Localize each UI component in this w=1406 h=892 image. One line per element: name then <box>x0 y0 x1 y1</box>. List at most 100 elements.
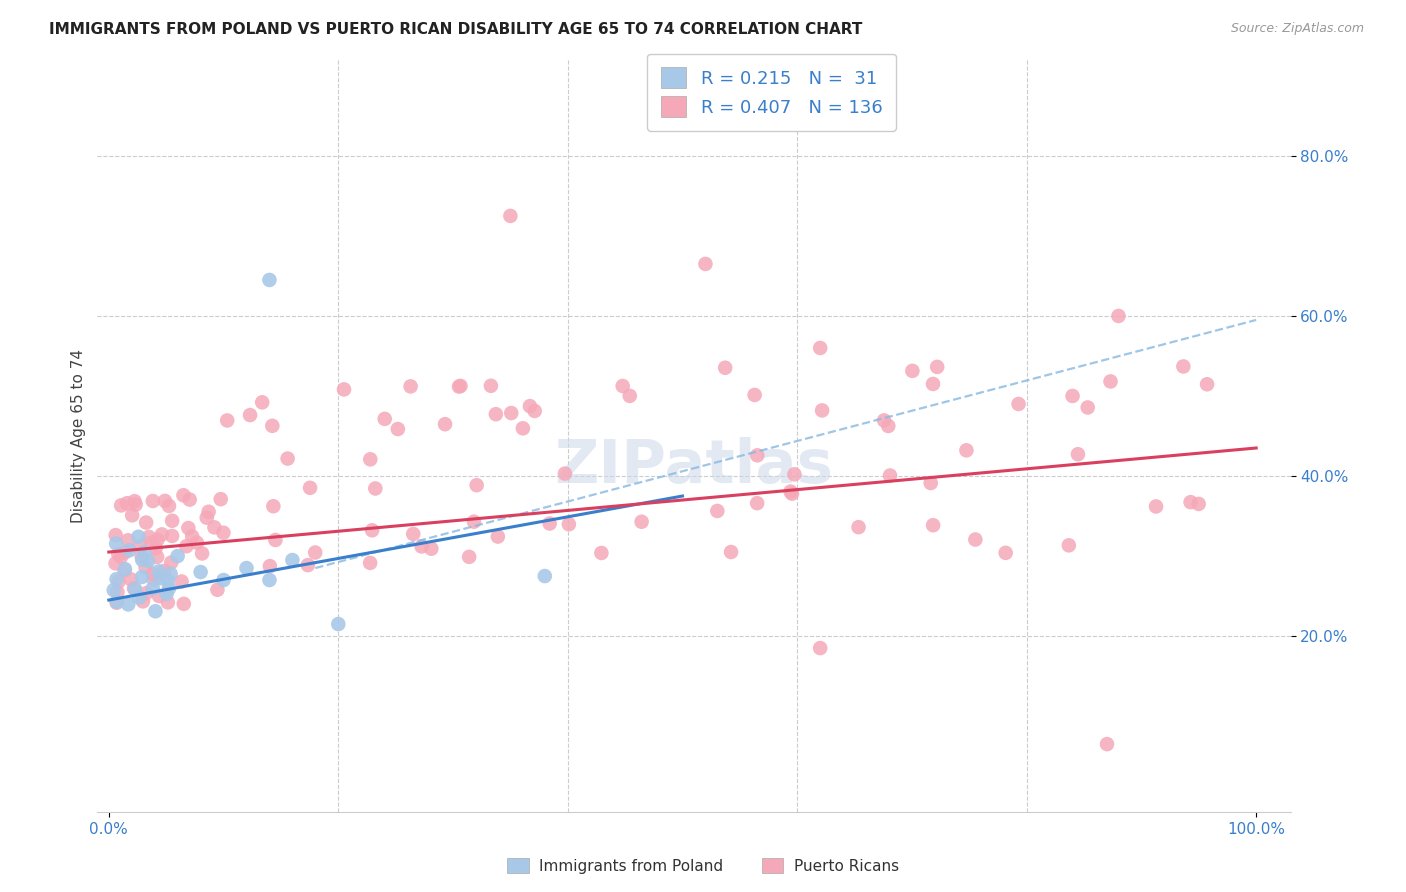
Point <box>136 554 159 568</box>
Point <box>450 379 472 393</box>
Point <box>103 583 125 598</box>
Point <box>105 536 128 550</box>
Point <box>720 545 742 559</box>
Point <box>172 488 194 502</box>
Legend: Immigrants from Poland, Puerto Ricans: Immigrants from Poland, Puerto Ricans <box>501 852 905 880</box>
Point <box>262 500 284 514</box>
Point <box>159 566 181 581</box>
Point <box>873 413 896 427</box>
Point <box>150 527 173 541</box>
Point <box>965 533 987 547</box>
Point <box>399 379 422 393</box>
Point <box>120 573 142 587</box>
Point <box>361 523 384 537</box>
Point <box>157 499 180 513</box>
Point <box>848 520 870 534</box>
Point <box>141 566 163 581</box>
Point <box>411 540 433 554</box>
Point <box>877 419 900 434</box>
Point <box>922 518 945 533</box>
Point <box>190 565 212 579</box>
Point <box>146 533 169 547</box>
Point <box>523 404 546 418</box>
Point <box>104 528 127 542</box>
Point <box>619 389 641 403</box>
Point <box>808 341 831 355</box>
Point <box>129 539 152 553</box>
Point <box>501 406 523 420</box>
Point <box>156 595 179 609</box>
Point <box>117 598 139 612</box>
Point <box>110 499 132 513</box>
Point <box>235 561 257 575</box>
Point <box>155 587 177 601</box>
Point <box>486 530 509 544</box>
Point <box>105 596 128 610</box>
Point <box>197 505 219 519</box>
Point <box>142 573 165 587</box>
Point <box>808 641 831 656</box>
Text: Source: ZipAtlas.com: Source: ZipAtlas.com <box>1230 22 1364 36</box>
Point <box>420 541 443 556</box>
Point <box>359 452 381 467</box>
Point <box>157 582 180 596</box>
Point <box>191 546 214 560</box>
Point <box>160 556 183 570</box>
Point <box>121 508 143 523</box>
Point <box>262 418 284 433</box>
Point <box>142 494 165 508</box>
Point <box>115 496 138 510</box>
Point <box>131 553 153 567</box>
Point <box>901 364 924 378</box>
Point <box>387 422 409 436</box>
Point <box>744 388 766 402</box>
Point <box>259 273 281 287</box>
Point <box>202 520 225 534</box>
Point <box>114 562 136 576</box>
Point <box>117 533 139 548</box>
Point <box>142 582 165 596</box>
Point <box>134 545 156 559</box>
Point <box>122 582 145 596</box>
Point <box>153 494 176 508</box>
Point <box>297 558 319 573</box>
Point <box>695 257 717 271</box>
Point <box>359 556 381 570</box>
Point <box>512 421 534 435</box>
Point <box>128 591 150 605</box>
Point <box>104 557 127 571</box>
Point <box>145 541 167 556</box>
Text: IMMIGRANTS FROM POLAND VS PUERTO RICAN DISABILITY AGE 65 TO 74 CORRELATION CHART: IMMIGRANTS FROM POLAND VS PUERTO RICAN D… <box>49 22 863 37</box>
Point <box>1108 309 1130 323</box>
Point <box>747 448 769 462</box>
Point <box>125 498 148 512</box>
Point <box>281 553 304 567</box>
Point <box>259 573 281 587</box>
Point <box>176 539 198 553</box>
Legend: R = 0.215   N =  31, R = 0.407   N = 136: R = 0.215 N = 31, R = 0.407 N = 136 <box>647 54 896 131</box>
Point <box>141 536 163 550</box>
Point <box>706 504 728 518</box>
Point <box>135 516 157 530</box>
Point <box>107 547 129 561</box>
Point <box>458 549 481 564</box>
Point <box>124 582 146 596</box>
Point <box>173 597 195 611</box>
Point <box>149 571 172 585</box>
Point <box>1099 375 1122 389</box>
Point <box>207 582 229 597</box>
Point <box>217 413 239 427</box>
Point <box>277 451 299 466</box>
Point <box>1057 538 1080 552</box>
Point <box>714 360 737 375</box>
Point <box>328 617 350 632</box>
Point <box>374 412 396 426</box>
Point <box>105 572 128 586</box>
Point <box>127 530 149 544</box>
Point <box>1062 389 1084 403</box>
Point <box>259 559 281 574</box>
Point <box>299 481 322 495</box>
Point <box>879 468 901 483</box>
Point <box>239 408 262 422</box>
Point <box>1007 397 1029 411</box>
